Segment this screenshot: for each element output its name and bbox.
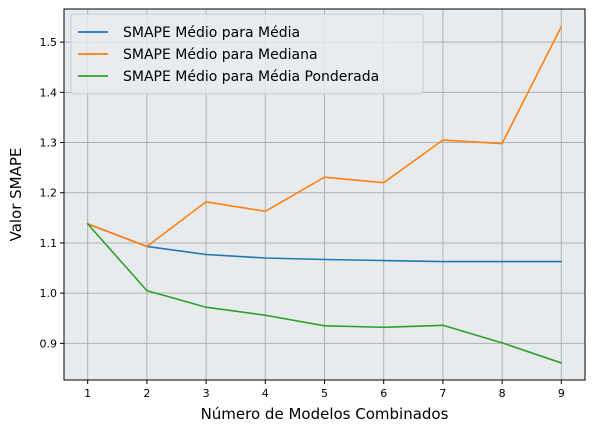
y-axis-ticks: 0.9 1.0 1.1 1.2 1.3 1.4 1.5 bbox=[40, 36, 64, 350]
x-tick-label: 5 bbox=[321, 387, 328, 400]
legend-label-1: SMAPE Médio para Média bbox=[123, 25, 300, 41]
x-tick-label: 8 bbox=[499, 387, 506, 400]
y-tick-label: 1.4 bbox=[40, 86, 58, 99]
x-axis-label: Número de Modelos Combinados bbox=[201, 405, 449, 423]
x-tick-label: 2 bbox=[143, 387, 150, 400]
y-tick-label: 1.3 bbox=[40, 137, 58, 150]
series-lines bbox=[86, 25, 563, 364]
x-axis-ticks: 1 2 3 4 5 6 7 8 9 bbox=[84, 380, 565, 400]
legend-label-2: SMAPE Médio para Mediana bbox=[123, 47, 318, 63]
y-tick-label: 1.2 bbox=[40, 187, 58, 200]
x-tick-label: 9 bbox=[558, 387, 565, 400]
series-line-2 bbox=[86, 25, 563, 248]
y-tick-label: 1.5 bbox=[40, 36, 58, 49]
x-tick-label: 1 bbox=[84, 387, 91, 400]
series-line-3 bbox=[86, 223, 563, 364]
series-line-1 bbox=[86, 223, 563, 263]
x-tick-label: 7 bbox=[439, 387, 446, 400]
x-tick-label: 3 bbox=[203, 387, 210, 400]
legend-label-3: SMAPE Médio para Média Ponderada bbox=[123, 69, 379, 85]
y-tick-label: 0.9 bbox=[40, 337, 58, 350]
y-axis-label: Valor SMAPE bbox=[7, 148, 25, 242]
y-tick-label: 1.0 bbox=[40, 287, 58, 300]
legend-box bbox=[70, 13, 424, 95]
x-tick-label: 6 bbox=[380, 387, 387, 400]
legend: SMAPE Médio para Média SMAPE Médio para M… bbox=[70, 13, 424, 95]
x-tick-label: 4 bbox=[262, 387, 269, 400]
y-tick-label: 1.1 bbox=[40, 237, 58, 250]
